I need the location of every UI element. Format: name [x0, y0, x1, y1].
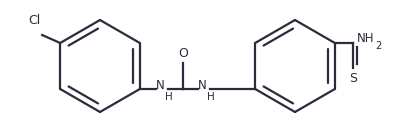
- Text: N: N: [156, 78, 165, 92]
- Text: O: O: [178, 47, 188, 60]
- Text: Cl: Cl: [28, 14, 40, 27]
- Text: H: H: [207, 92, 215, 102]
- Text: S: S: [349, 72, 357, 85]
- Text: NH: NH: [357, 32, 374, 44]
- Text: H: H: [165, 92, 173, 102]
- Text: N: N: [198, 78, 206, 92]
- Text: 2: 2: [375, 41, 381, 51]
